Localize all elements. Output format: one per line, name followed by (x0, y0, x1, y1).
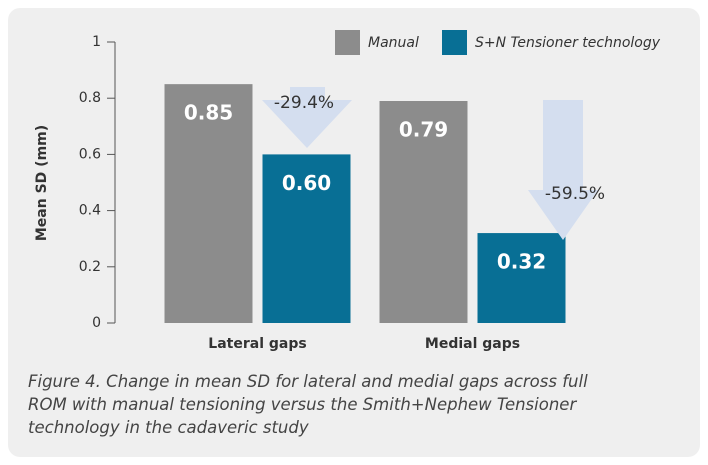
y-tick-label: 0.8 (79, 90, 101, 106)
x-tick-label: Lateral gaps (208, 336, 306, 352)
bar (164, 84, 253, 324)
bar (477, 233, 566, 323)
x-tick-label: Medial gaps (425, 336, 520, 352)
y-tick-label: 0.2 (79, 259, 101, 275)
data-label: 0.32 (497, 250, 546, 274)
arrow (262, 87, 352, 148)
y-axis-label: Mean SD (mm) (34, 125, 50, 241)
data-label: 0.60 (282, 171, 331, 195)
annotation: -29.4% (274, 93, 334, 113)
legend-label: Manual (368, 35, 419, 51)
y-tick-label: 0.6 (79, 146, 101, 162)
caption-line: technology in the cadaveric study (28, 418, 309, 437)
bars (164, 84, 566, 324)
arrow (528, 100, 598, 240)
legend-swatch (442, 30, 467, 55)
legend-swatch (335, 30, 360, 55)
caption: Figure 4. Change in mean SD for lateral … (28, 370, 688, 439)
legend-label: S+N Tensioner technology (475, 35, 661, 51)
y-tick-label: 0 (92, 315, 101, 331)
caption-line: ROM with manual tensioning versus the Sm… (28, 395, 577, 414)
y-tick-label: 0.4 (79, 203, 101, 219)
bar (262, 154, 351, 323)
data-label: 0.85 (184, 101, 233, 125)
caption-line: Figure 4. Change in mean SD for lateral … (28, 372, 588, 391)
data-label: 0.79 (399, 118, 448, 142)
annotation: -59.5% (545, 184, 605, 204)
y-tick-label: 1 (92, 34, 101, 50)
bar (379, 101, 468, 323)
panel (8, 8, 700, 457)
